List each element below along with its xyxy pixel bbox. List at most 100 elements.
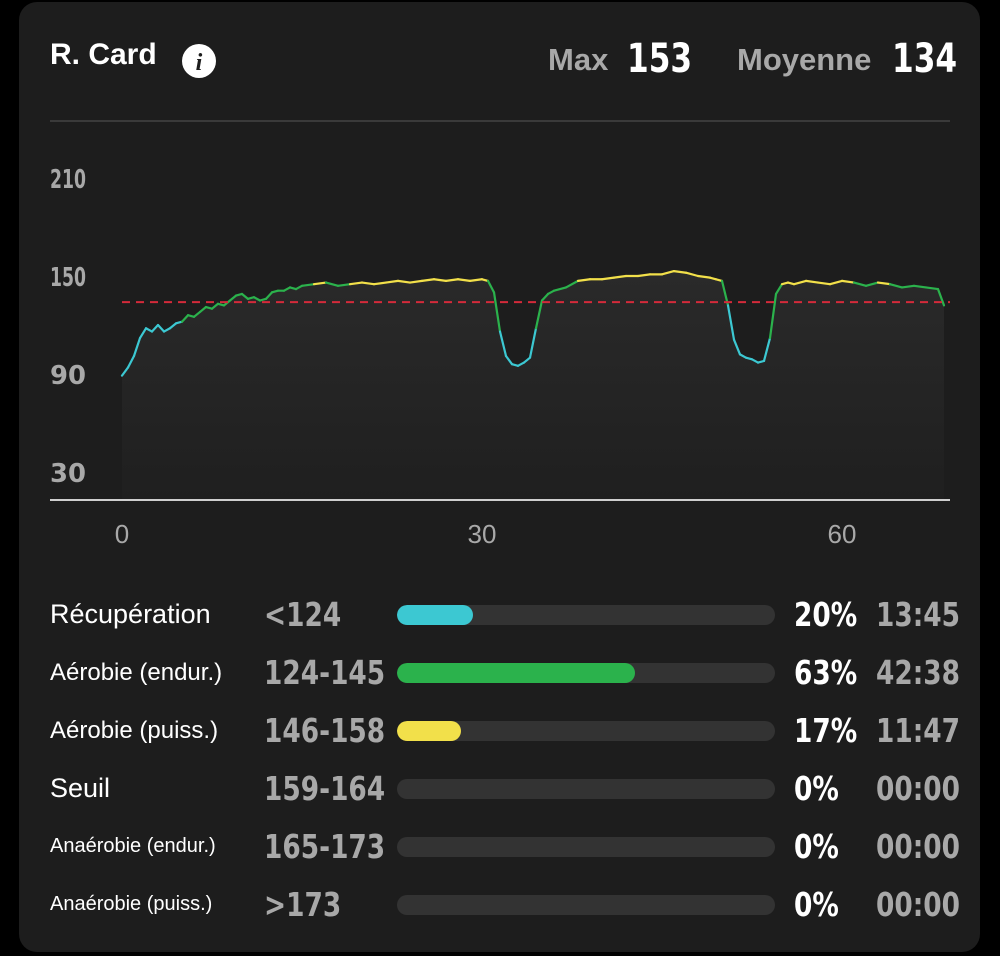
- heart-rate-line-segment: [138, 327, 148, 340]
- y-tick-label: 90: [50, 361, 86, 391]
- heart-rate-line-segment: [540, 292, 550, 302]
- heart-rate-line-segment: [282, 286, 292, 292]
- heart-rate-line-segment: [516, 361, 526, 367]
- y-tick-label: 30: [50, 459, 86, 489]
- zone-time: 00:00: [876, 769, 961, 808]
- zone-label: Seuil: [50, 772, 111, 803]
- card-title: R. Card: [50, 38, 157, 71]
- zone-label: Aérobie (puiss.): [50, 716, 219, 744]
- heart-rate-line-segment: [198, 305, 208, 314]
- heart-rate-line-segment: [660, 270, 676, 276]
- heart-rate-line-segment: [504, 354, 514, 366]
- zone-time: 11:47: [876, 711, 961, 750]
- heart-rate-line-segment: [120, 366, 130, 377]
- heart-rate-line-segment: [552, 286, 568, 292]
- heart-rate-line-segment: [576, 278, 592, 282]
- heart-rate-line-segment: [384, 279, 400, 284]
- zone-label: Anaérobie (puiss.): [50, 893, 213, 915]
- heart-rate-line-segment: [936, 287, 946, 307]
- zone-range: 124-145: [264, 653, 386, 692]
- heart-rate-line-segment: [456, 278, 472, 282]
- zone-time: 13:45: [876, 595, 961, 634]
- heart-rate-line-segment: [324, 281, 340, 287]
- heart-rate-line-segment: [792, 279, 808, 286]
- heart-rate-line-segment: [816, 281, 832, 286]
- heart-rate-line-segment: [888, 283, 904, 289]
- zone-time: 00:00: [876, 885, 961, 924]
- heart-rate-line-segment: [924, 286, 940, 291]
- heart-rate-line-segment: [750, 358, 760, 364]
- zone-label: Anaérobie (endur.): [50, 835, 216, 857]
- heart-rate-line-segment: [210, 302, 220, 310]
- heart-rate-line-segment: [492, 291, 502, 333]
- info-icon[interactable]: i: [182, 44, 216, 78]
- zone-range: 165-173: [264, 827, 386, 866]
- x-tick-label: 60: [828, 519, 857, 549]
- zone-bar-fill: [397, 605, 473, 625]
- average-label: Moyenne: [737, 42, 872, 77]
- heart-rate-line-segment: [696, 274, 712, 279]
- chart-area-fill: [122, 271, 944, 500]
- zone-percent: 17%: [794, 711, 858, 750]
- heart-rate-line-segment: [348, 281, 364, 286]
- zone-bar-fill: [397, 721, 462, 741]
- zone-percent: 63%: [794, 653, 858, 692]
- heart-rate-line-segment: [252, 296, 262, 302]
- zone-percent: 0%: [794, 769, 839, 808]
- heart-rate-line-segment: [732, 338, 742, 356]
- heart-rate-line-segment: [144, 327, 154, 333]
- y-tick-label: 150: [50, 263, 86, 293]
- heart-rate-line-segment: [396, 279, 412, 284]
- zone-range: <124: [264, 595, 342, 634]
- zone-label: Aérobie (endur.): [50, 658, 223, 686]
- heart-rate-line-segment: [360, 281, 376, 286]
- heart-rate-line-segment: [522, 356, 532, 364]
- heart-rate-line-segment: [876, 281, 892, 286]
- zone-range: >173: [264, 885, 342, 924]
- heart-rate-line-segment: [156, 323, 166, 333]
- heart-rate-line-segment: [528, 327, 538, 359]
- heart-rate-line-segment: [420, 278, 436, 282]
- heart-rate-line-segment: [768, 292, 778, 340]
- heart-rate-line-segment: [468, 278, 484, 282]
- heart-rate-line-segment: [684, 271, 700, 278]
- zone-label: Récupération: [50, 598, 211, 629]
- x-tick-label: 0: [115, 519, 129, 549]
- zone-bar-track: [397, 779, 775, 799]
- zone-bar-track: [397, 895, 775, 915]
- heart-rate-line-segment: [180, 314, 190, 323]
- heart-rate-line-segment: [486, 279, 496, 294]
- heart-rate-line-segment: [636, 273, 652, 278]
- zone-bar-track: [397, 837, 775, 857]
- heart-rate-line-segment: [726, 304, 736, 341]
- heart-rate-line-segment: [192, 310, 202, 318]
- zone-time: 42:38: [876, 653, 961, 692]
- heart-rate-line-segment: [774, 283, 784, 296]
- x-tick-label: 30: [468, 519, 497, 549]
- heart-rate-line-segment: [300, 283, 316, 287]
- heart-rate-line-segment: [162, 327, 172, 333]
- heart-rate-line-segment: [294, 284, 304, 291]
- heart-rate-line-segment: [432, 278, 448, 282]
- header-divider: [50, 120, 950, 122]
- max-label: Max: [548, 42, 609, 77]
- heart-rate-line-segment: [900, 284, 916, 289]
- heart-rate-line-segment: [444, 278, 460, 282]
- heart-rate-line-segment: [762, 336, 772, 363]
- heart-rate-line-segment: [912, 284, 928, 289]
- heart-rate-line-segment: [312, 281, 328, 286]
- zone-time: 00:00: [876, 827, 961, 866]
- heart-rate-line-segment: [612, 274, 628, 279]
- zone-bar-fill: [397, 663, 636, 683]
- heart-rate-line-segment: [264, 291, 274, 300]
- heart-rate-line-segment: [840, 279, 856, 284]
- heart-rate-line-segment: [150, 323, 160, 333]
- heart-rate-line-segment: [564, 279, 580, 289]
- zone-range: 159-164: [264, 769, 386, 808]
- zone-bar-track: [397, 605, 775, 625]
- zone-bar-track: [397, 663, 775, 683]
- zone-range: 146-158: [264, 711, 386, 750]
- heart-rate-line-segment: [408, 279, 424, 284]
- heart-rate-line-segment: [336, 283, 352, 287]
